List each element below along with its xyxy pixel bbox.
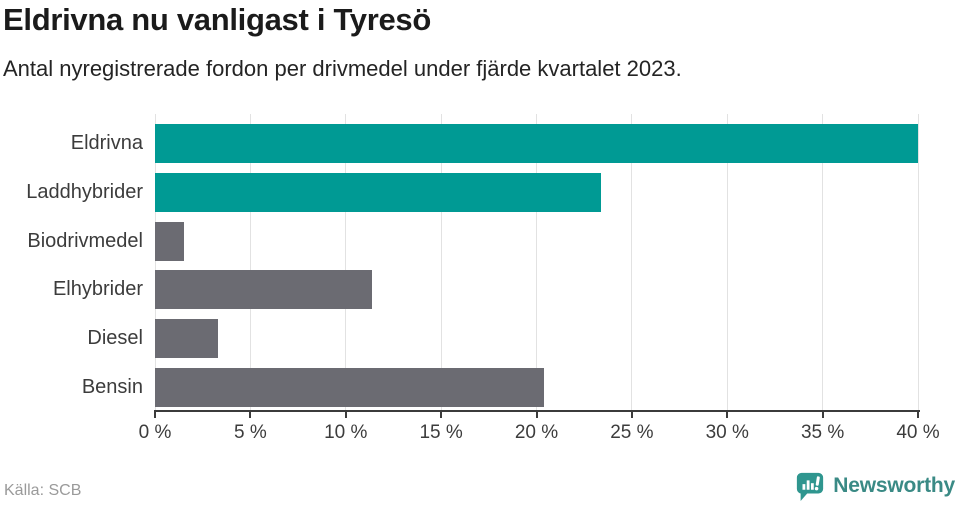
x-tick-mark bbox=[344, 410, 347, 418]
x-tick-label: 0 % bbox=[138, 422, 172, 443]
category-label-laddhybrider: Laddhybrider bbox=[26, 180, 143, 203]
x-tick-mark bbox=[917, 410, 919, 418]
bar-diesel bbox=[155, 319, 218, 359]
bar-bensin bbox=[155, 368, 545, 407]
brand-logo: Newsworthy bbox=[795, 471, 955, 501]
chart-title: Eldrivna nu vanligast i Tyresö bbox=[3, 2, 431, 37]
gridline bbox=[631, 114, 633, 410]
gridline bbox=[249, 114, 251, 410]
x-tick-label: 10 % bbox=[324, 422, 368, 443]
x-tick-label: 15 % bbox=[419, 422, 463, 443]
gridline bbox=[440, 114, 442, 410]
bar-laddhybrider bbox=[155, 172, 602, 212]
gridline bbox=[917, 114, 919, 410]
chart-subtitle: Antal nyregistrerade fordon per drivmede… bbox=[3, 56, 682, 81]
gridline bbox=[345, 114, 347, 410]
x-tick-label: 40 % bbox=[896, 422, 940, 443]
bar-eldrivna bbox=[155, 124, 918, 163]
gridline bbox=[822, 114, 824, 410]
x-tick-label: 20 % bbox=[514, 422, 559, 443]
gridline bbox=[154, 114, 156, 410]
x-tick-label: 35 % bbox=[800, 422, 845, 443]
x-tick-mark bbox=[630, 410, 633, 418]
brand-name: Newsworthy bbox=[833, 474, 955, 497]
category-label-elhybrider: Elhybrider bbox=[52, 278, 143, 301]
gridline bbox=[726, 114, 728, 410]
newsworthy-icon bbox=[797, 472, 824, 501]
category-label-bensin: Bensin bbox=[81, 376, 143, 398]
x-tick-mark bbox=[440, 410, 443, 418]
x-tick-mark bbox=[154, 410, 156, 418]
x-tick-mark bbox=[535, 410, 538, 418]
x-tick-mark bbox=[726, 410, 729, 418]
x-tick-label: 30 % bbox=[705, 422, 749, 443]
x-tick-label: 5 % bbox=[234, 422, 267, 443]
category-label-eldrivna: Eldrivna bbox=[70, 132, 143, 154]
gridline bbox=[536, 114, 537, 410]
x-tick-mark bbox=[821, 410, 824, 418]
source-note: Källa: SCB bbox=[4, 482, 82, 499]
category-label-diesel: Diesel bbox=[87, 327, 143, 350]
bar-biodrivmedel bbox=[155, 221, 184, 261]
bar-elhybrider bbox=[155, 270, 373, 310]
x-tick-label: 25 % bbox=[610, 422, 654, 443]
category-label-biodrivmedel: Biodrivmedel bbox=[27, 229, 143, 252]
x-tick-mark bbox=[249, 410, 252, 418]
